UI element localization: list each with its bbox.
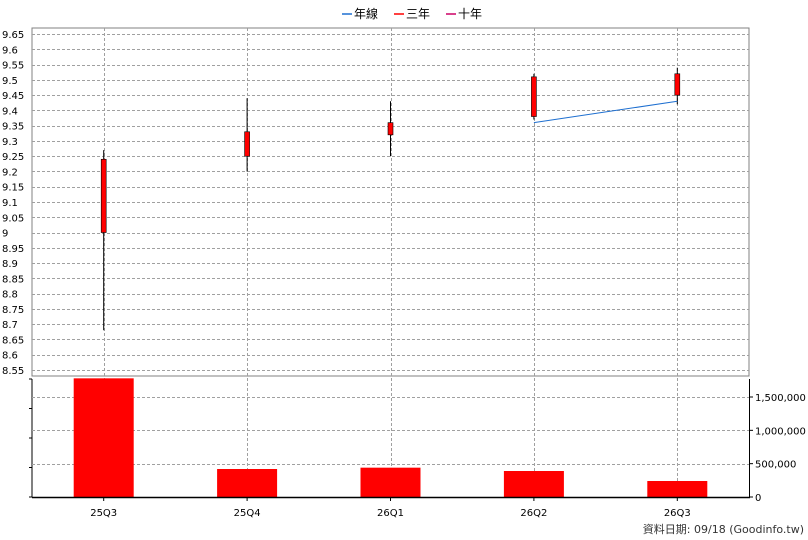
price-tick-label: 9.65 <box>2 30 24 41</box>
volume-tick-label: 1,000,000 <box>755 426 806 437</box>
price-tick-label: 9.55 <box>2 61 24 72</box>
price-axis: 8.55 8.6 8.65 8.7 8.75 8.8 8.85 8.9 8.95 9 9.05 9.1… <box>2 30 24 377</box>
volume-tick-label: 1,500,000 <box>755 393 806 404</box>
candle-body <box>244 131 250 157</box>
price-tick-label: 9.6 <box>2 45 18 56</box>
candle-body <box>387 122 394 136</box>
x-tick-label: 26Q2 <box>520 508 547 519</box>
price-tick-label: 9 <box>2 229 8 240</box>
x-tick-label: 26Q3 <box>664 508 691 519</box>
candle-26Q3 <box>674 67 681 105</box>
price-tick-label: 9.3 <box>2 137 18 148</box>
candle-body <box>674 73 681 96</box>
price-grid <box>31 27 750 497</box>
legend: 年線 三年 十年 <box>342 6 482 21</box>
candle-body <box>531 76 537 117</box>
candle-25Q3 <box>100 150 107 331</box>
price-tick-label: 8.8 <box>2 290 18 301</box>
x-tick-label: 26Q1 <box>377 508 404 519</box>
year-line-path <box>533 100 678 124</box>
candles <box>100 67 681 331</box>
price-tick-label: 8.65 <box>2 335 24 346</box>
price-tick-label: 8.95 <box>2 244 24 255</box>
price-tick-label: 9.5 <box>2 76 18 87</box>
source-note: 資料日期: 09/18 (Goodinfo.tw) <box>643 522 804 536</box>
volume-bar-26Q2 <box>503 471 564 497</box>
volume-bar-26Q3 <box>647 481 708 497</box>
legend-label-2: 十年 <box>458 7 482 21</box>
x-tick-label: 25Q4 <box>234 508 261 519</box>
price-tick-label: 8.75 <box>2 305 24 316</box>
candle-25Q4 <box>244 98 250 172</box>
price-tick-label: 9.45 <box>2 91 24 102</box>
volume-bar-26Q1 <box>360 467 421 497</box>
candle-26Q2 <box>531 73 537 120</box>
price-tick-label: 8.9 <box>2 259 18 270</box>
price-tick-label: 8.85 <box>2 274 24 285</box>
volume-bars <box>73 378 708 497</box>
legend-label-1: 三年 <box>406 7 430 21</box>
year-line <box>533 100 678 124</box>
price-tick-label: 9.15 <box>2 183 24 194</box>
volume-tick-label: 500,000 <box>755 460 796 471</box>
price-tick-label: 9.05 <box>2 213 24 224</box>
candle-body <box>100 158 107 233</box>
price-tick-label: 9.4 <box>2 106 18 117</box>
price-tick-label: 9.2 <box>2 167 18 178</box>
volume-bar-25Q4 <box>217 469 278 497</box>
price-tick-label: 9.1 <box>2 198 18 209</box>
price-tick-label: 9.25 <box>2 152 24 163</box>
x-tick-label: 25Q3 <box>90 508 117 519</box>
price-tick-label: 9.35 <box>2 122 24 133</box>
price-tick-label: 8.6 <box>2 351 18 362</box>
candle-26Q1 <box>387 101 394 157</box>
x-axis: 25Q3 25Q4 26Q1 26Q2 26Q3 <box>32 496 750 519</box>
price-tick-label: 8.55 <box>2 366 24 377</box>
volume-tick-label: 0 <box>755 493 761 504</box>
volume-bar-25Q3 <box>73 378 134 497</box>
legend-label-0: 年線 <box>354 6 378 21</box>
price-tick-label: 8.7 <box>2 320 18 331</box>
